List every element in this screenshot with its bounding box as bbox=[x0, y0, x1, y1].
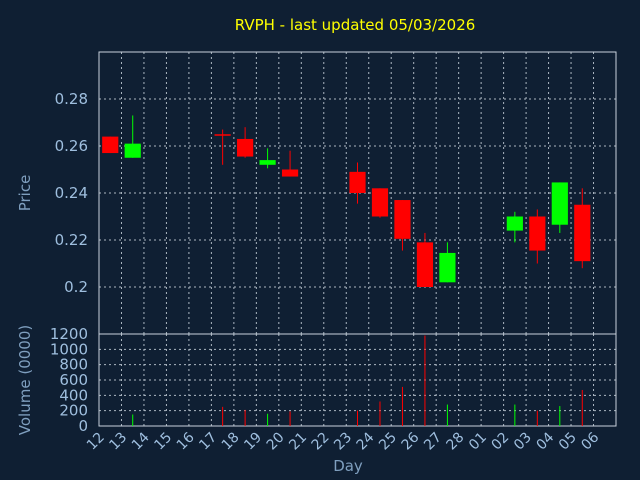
x-tick-label: 26 bbox=[399, 429, 423, 453]
x-tick-label: 28 bbox=[444, 430, 468, 454]
volume-grid bbox=[99, 334, 616, 426]
volume-tick-label: 1000 bbox=[50, 340, 88, 358]
price-tick-label: 0.24 bbox=[55, 184, 88, 202]
x-tick-label: 01 bbox=[466, 430, 490, 454]
x-tick-label: 02 bbox=[489, 430, 513, 454]
x-tick-label: 20 bbox=[264, 430, 288, 454]
volume-tick-label: 600 bbox=[59, 371, 88, 389]
x-tick-label: 19 bbox=[241, 430, 265, 454]
volume-tick-label: 1200 bbox=[50, 325, 88, 343]
price-tick-label: 0.26 bbox=[55, 137, 88, 155]
x-tick-label: 15 bbox=[151, 430, 175, 454]
x-tick-label: 06 bbox=[578, 429, 602, 453]
x-tick-label: 17 bbox=[196, 430, 220, 454]
x-tick-label: 03 bbox=[511, 430, 535, 454]
x-ticks: 1213141516171819202122232425262728010203… bbox=[84, 429, 602, 453]
x-tick-label: 18 bbox=[219, 430, 243, 454]
x-tick-label: 25 bbox=[376, 430, 400, 454]
x-tick-label: 16 bbox=[174, 429, 198, 453]
volume-tick-label: 0 bbox=[78, 417, 88, 435]
x-tick-label: 04 bbox=[533, 429, 557, 453]
x-tick-label: 14 bbox=[129, 429, 153, 453]
volume-bars bbox=[132, 335, 583, 426]
x-axis-label: Day bbox=[333, 457, 363, 475]
candle-body bbox=[237, 138, 254, 157]
x-tick-label: 22 bbox=[309, 430, 333, 454]
x-tick-label: 23 bbox=[331, 430, 355, 454]
candle-body bbox=[416, 242, 434, 287]
candle-body bbox=[529, 216, 546, 251]
volume-axis-label: Volume (0000) bbox=[16, 325, 34, 435]
candle-body bbox=[574, 204, 591, 262]
volume-tick-label: 800 bbox=[59, 356, 88, 374]
candle-body bbox=[551, 182, 568, 225]
price-grid bbox=[99, 52, 616, 334]
candle-body bbox=[506, 216, 523, 231]
candles bbox=[102, 115, 591, 287]
price-tick-label: 0.22 bbox=[55, 231, 88, 249]
price-y-ticks: 0.2 0.22 0.24 0.26 0.28 bbox=[55, 90, 88, 296]
candle-body bbox=[349, 171, 366, 193]
x-tick-label: 13 bbox=[106, 430, 130, 454]
x-tick-label: 24 bbox=[354, 429, 378, 453]
candle-body bbox=[439, 252, 456, 283]
price-tick-label: 0.28 bbox=[55, 90, 88, 108]
candle-body bbox=[371, 188, 389, 217]
volume-tick-label: 200 bbox=[59, 402, 88, 420]
candle-body bbox=[394, 200, 411, 239]
candle-body bbox=[259, 160, 276, 165]
x-tick-label: 05 bbox=[556, 430, 580, 454]
chart-title: RVPH - last updated 05/03/2026 bbox=[235, 16, 476, 34]
x-tick-label: 27 bbox=[421, 430, 445, 454]
volume-tick-label: 400 bbox=[59, 386, 88, 404]
price-axis-label: Price bbox=[16, 175, 34, 212]
candle-body bbox=[102, 136, 119, 154]
x-tick-label: 21 bbox=[286, 430, 310, 454]
price-tick-label: 0.2 bbox=[64, 278, 88, 296]
candle-body bbox=[281, 169, 299, 177]
candle-body bbox=[124, 143, 141, 158]
candle-body bbox=[214, 134, 231, 136]
